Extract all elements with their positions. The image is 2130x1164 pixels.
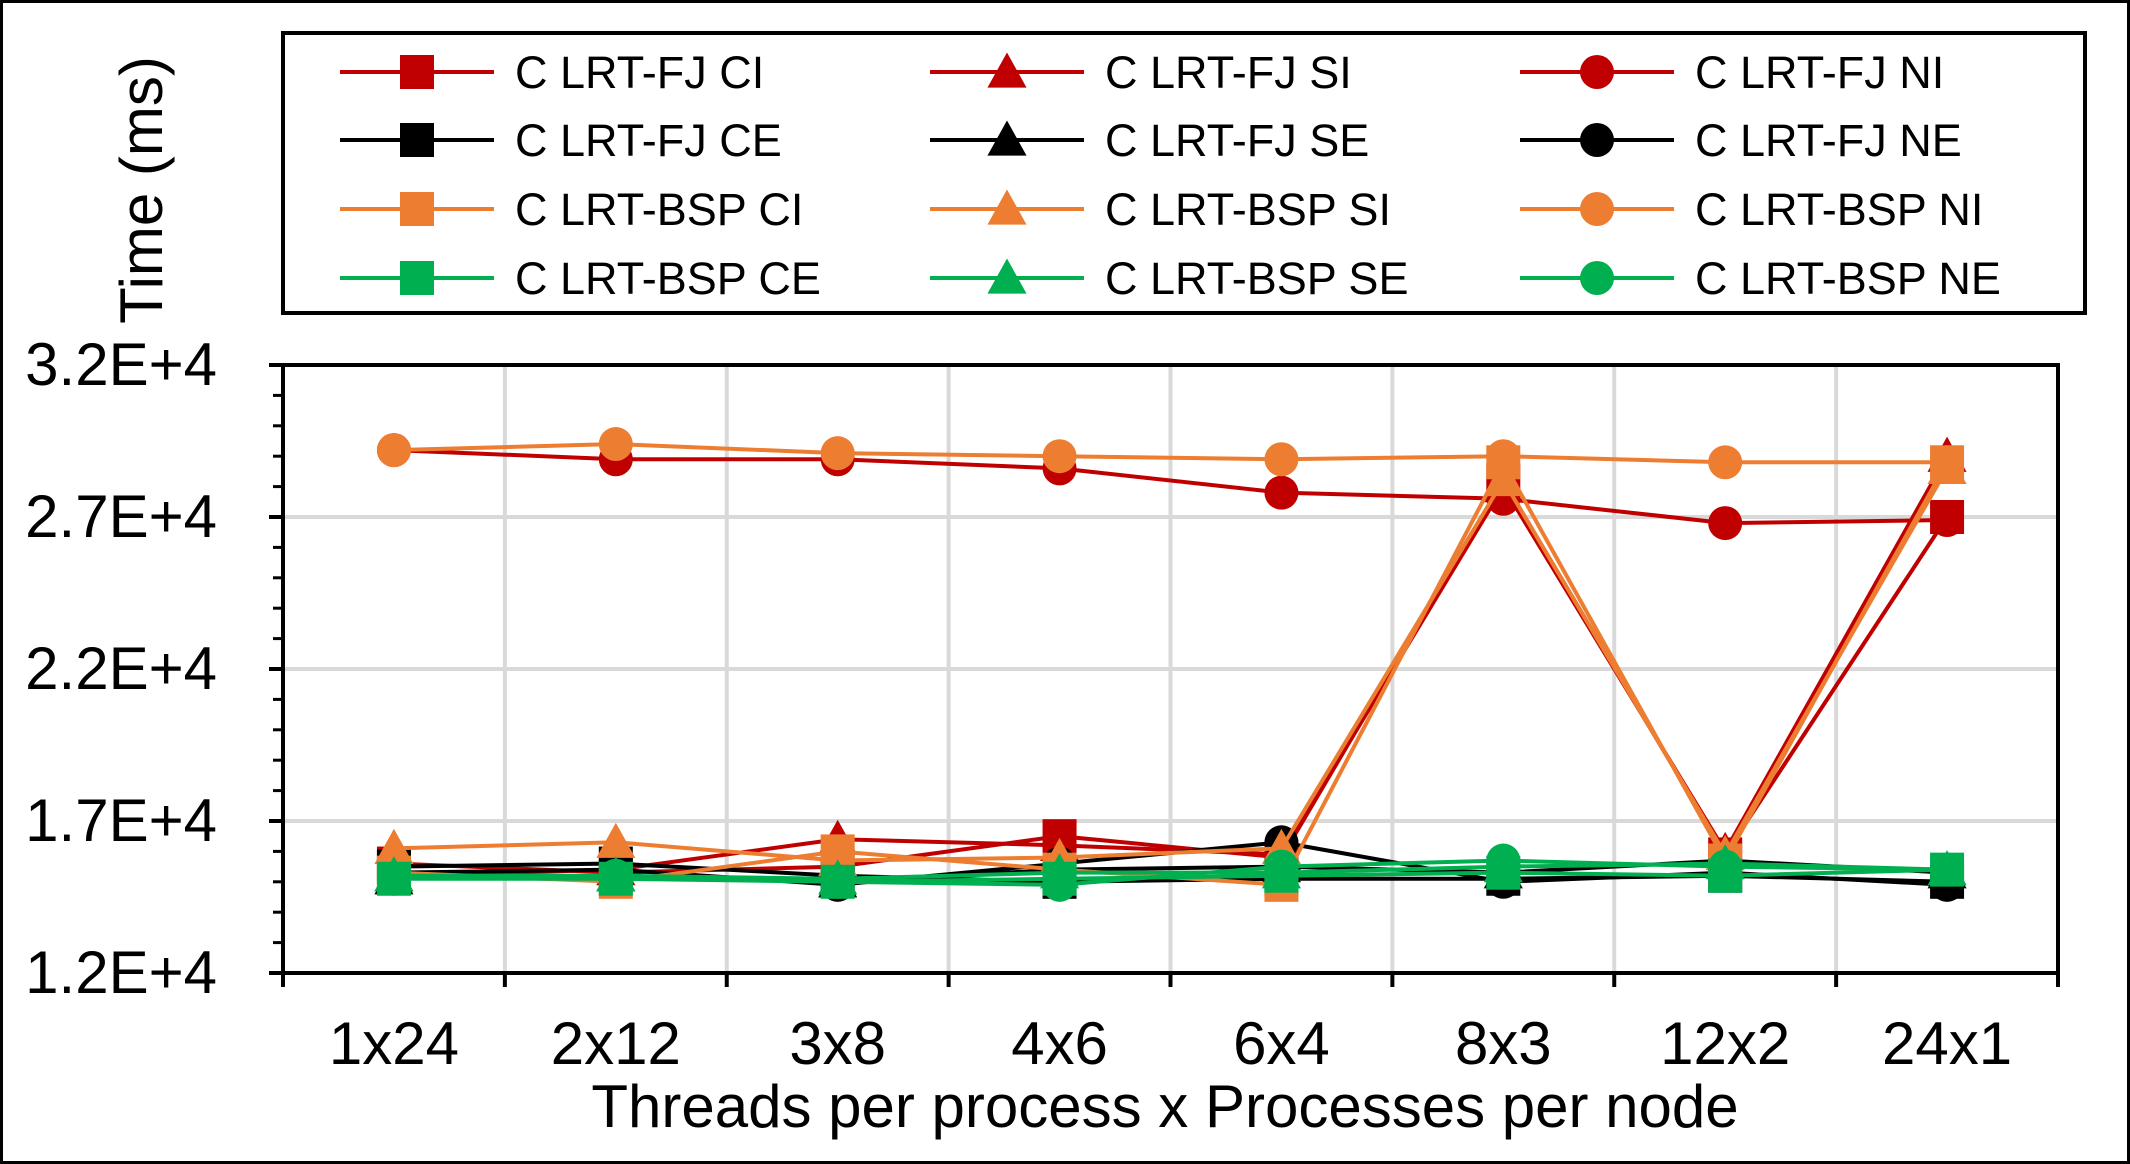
data-point — [1930, 852, 1965, 887]
legend-swatch-marker — [1580, 192, 1614, 226]
data-point — [1930, 503, 1965, 538]
x-tick-label: 6x4 — [1233, 1010, 1330, 1077]
legend-item: C LRT-FJ NI — [1520, 47, 1944, 98]
x-tick-label: 2x12 — [551, 1010, 681, 1077]
legend-item: C LRT-BSP CE — [340, 253, 821, 304]
series-line — [393, 858, 1948, 887]
legend-swatch-marker — [987, 120, 1027, 156]
data-point — [1483, 460, 1523, 497]
legend-label: C LRT-FJ SI — [1105, 47, 1352, 98]
legend-item: C LRT-BSP NE — [1520, 253, 2001, 304]
legend-label: C LRT-BSP NE — [1695, 253, 2001, 304]
legend-item: C LRT-BSP CI — [340, 184, 803, 235]
y-tick-label: 3.2E+4 — [25, 331, 217, 398]
y-tick-label: 2.7E+4 — [25, 483, 217, 550]
series-line — [393, 442, 1948, 465]
series — [376, 843, 1965, 902]
legend: C LRT-FJ CI C LRT-FJ SI C LRT-FJ NI C LRT-F… — [281, 31, 2087, 315]
series-line — [393, 448, 1948, 526]
series-line — [393, 467, 1949, 863]
legend-label: C LRT-FJ SE — [1105, 115, 1369, 166]
legend-item: C LRT-FJ NE — [1520, 115, 1962, 166]
legend-swatch-marker — [400, 123, 434, 157]
legend-swatch-marker — [1580, 123, 1614, 157]
data-point — [820, 436, 855, 471]
y-tick-labels: 1.2E+4 1.7E+4 2.2E+4 2.7E+4 3.2E+4 — [25, 331, 217, 1006]
legend-swatch-marker — [400, 261, 434, 295]
x-axis-title: Threads per process x Processes per node — [591, 1073, 1738, 1140]
x-tick-label: 24x1 — [1882, 1010, 2012, 1077]
legend-label: C LRT-BSP SE — [1105, 253, 1408, 304]
data-point — [598, 858, 633, 893]
data-point — [1708, 445, 1743, 480]
legend-label: C LRT-BSP NI — [1695, 184, 1983, 235]
data-point — [1486, 843, 1521, 878]
y-tick-label: 1.7E+4 — [25, 787, 217, 854]
series-lines — [374, 427, 1967, 902]
legend-swatch-marker — [1580, 55, 1614, 89]
legend-swatch-marker — [987, 52, 1027, 88]
legend-label: C LRT-BSP SI — [1105, 184, 1391, 235]
legend-label: C LRT-FJ NE — [1695, 115, 1962, 166]
legend-item: C LRT-FJ SE — [930, 115, 1369, 166]
data-point — [1264, 475, 1299, 510]
x-tick-labels: 1x24 2x12 3x8 4x6 6x4 8x3 12x2 24x1 — [329, 1010, 2012, 1077]
legend-swatch-marker — [400, 192, 434, 226]
series — [376, 427, 1965, 480]
legend-swatch-marker — [1580, 261, 1614, 295]
data-point — [1264, 849, 1299, 884]
data-point — [376, 433, 411, 468]
data-point — [1930, 445, 1965, 480]
legend-swatch-marker — [987, 258, 1027, 294]
legend-label: C LRT-FJ CE — [515, 115, 782, 166]
data-point — [374, 828, 414, 864]
legend-label: C LRT-FJ CI — [515, 47, 764, 98]
legend-label: C LRT-FJ NI — [1695, 47, 1944, 98]
data-point — [598, 427, 633, 462]
legend-item: C LRT-FJ CE — [340, 115, 782, 166]
legend-item: C LRT-FJ CI — [340, 47, 764, 98]
x-tick-label: 8x3 — [1455, 1010, 1552, 1077]
data-point — [596, 822, 636, 858]
data-point — [1708, 506, 1743, 541]
data-point — [1042, 439, 1077, 474]
data-point — [820, 864, 855, 899]
data-point — [1264, 442, 1299, 477]
y-axis-title: Time (ms) — [108, 56, 175, 324]
x-tick-label: 4x6 — [1011, 1010, 1108, 1077]
data-point — [1486, 439, 1521, 474]
legend-item: C LRT-FJ SI — [930, 47, 1352, 98]
legend-item: C LRT-BSP NI — [1520, 184, 1983, 235]
x-tick-label: 12x2 — [1660, 1010, 1790, 1077]
legend-label: C LRT-BSP CE — [515, 253, 821, 304]
legend-swatch-marker — [400, 55, 434, 89]
legend-label: C LRT-BSP CI — [515, 184, 803, 235]
data-point — [376, 861, 411, 896]
x-tick-label: 3x8 — [789, 1010, 886, 1077]
y-tick-label: 2.2E+4 — [25, 635, 217, 702]
legend-swatch-marker — [987, 189, 1027, 225]
y-tick-label: 1.2E+4 — [25, 939, 217, 1006]
legend-item: C LRT-BSP SI — [930, 184, 1391, 235]
data-point — [1042, 867, 1077, 902]
x-tick-label: 1x24 — [329, 1010, 459, 1077]
data-point — [1708, 849, 1743, 884]
axes — [269, 363, 2060, 987]
legend-box — [281, 31, 2087, 315]
legend-item: C LRT-BSP SE — [930, 253, 1408, 304]
